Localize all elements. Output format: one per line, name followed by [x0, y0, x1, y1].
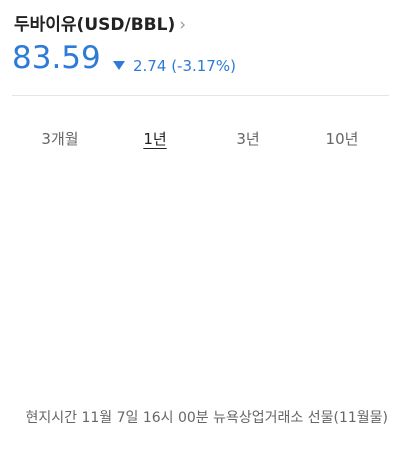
chart: [0, 160, 401, 380]
tab[interactable]: 1년: [143, 130, 167, 148]
footer-note: 현지시간 11월 7일 16시 00분 뉴욕상업거래소 선물(11월물): [25, 410, 388, 426]
change-value: 2.74: [133, 57, 167, 75]
change-percent: (-3.17%): [171, 57, 236, 75]
price: 83.59: [12, 40, 101, 76]
down-arrow: 68.6774.1279.5785.0290.4795.9212/0103/01…: [113, 61, 401, 271]
chevron: ›: [179, 15, 187, 35]
separator: [12, 95, 389, 96]
change: 68.6774.1279.5785.0290.4795.9212/0103/01…: [113, 57, 401, 271]
tab[interactable]: 3개월: [41, 130, 79, 148]
title-text: 두바이유(USD/BBL): [14, 15, 176, 35]
tab[interactable]: 3년: [236, 130, 260, 148]
tab[interactable]: 10년: [325, 130, 359, 148]
title[interactable]: 두바이유(USD/BBL) ›: [14, 10, 186, 35]
